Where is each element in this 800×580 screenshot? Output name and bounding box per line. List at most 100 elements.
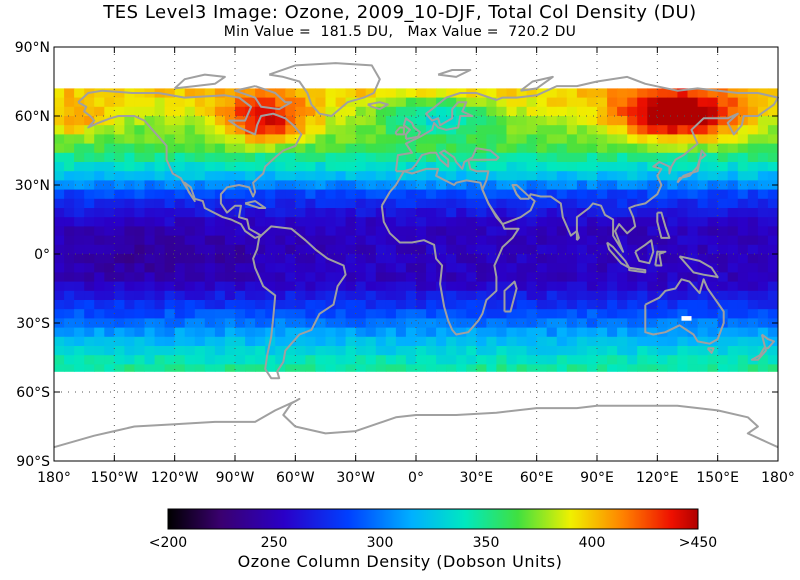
ozone-cell bbox=[325, 235, 337, 246]
ozone-cell bbox=[677, 152, 688, 163]
ozone-cell bbox=[315, 88, 326, 99]
ozone-cell bbox=[84, 327, 95, 338]
ozone-cell bbox=[466, 226, 477, 237]
ozone-cell bbox=[84, 336, 95, 347]
ozone-cell bbox=[687, 318, 699, 329]
ozone-cell bbox=[486, 217, 497, 227]
ozone-cell bbox=[285, 300, 296, 310]
ozone-cell bbox=[546, 309, 558, 319]
ozone-cell bbox=[184, 171, 196, 181]
ozone-cell bbox=[224, 254, 236, 264]
ozone-cell bbox=[607, 106, 618, 117]
ozone-cell bbox=[597, 116, 608, 126]
ozone-cell bbox=[184, 198, 196, 209]
ozone-cell bbox=[74, 208, 85, 218]
ozone-cell bbox=[154, 309, 166, 319]
ozone-cell bbox=[536, 244, 548, 255]
ozone-cell bbox=[727, 198, 739, 209]
ozone-cell bbox=[345, 208, 357, 218]
ozone-cell bbox=[154, 226, 166, 237]
ozone-cell bbox=[104, 106, 115, 117]
ozone-cell bbox=[265, 346, 276, 356]
ozone-cell bbox=[717, 152, 729, 163]
ozone-cell bbox=[536, 272, 548, 283]
ozone-cell bbox=[184, 88, 196, 99]
ozone-cell bbox=[536, 152, 548, 163]
ozone-cell bbox=[546, 336, 558, 347]
ozone-cell bbox=[687, 336, 699, 347]
ozone-cell bbox=[265, 152, 276, 163]
ozone-cell bbox=[315, 134, 326, 145]
ozone-cell bbox=[516, 355, 528, 365]
ozone-cell bbox=[114, 300, 125, 310]
coast-arctic-islands bbox=[174, 73, 226, 90]
ozone-cell bbox=[224, 355, 236, 365]
ozone-cell bbox=[214, 180, 226, 191]
ozone-cell bbox=[677, 336, 688, 347]
ozone-cell bbox=[456, 300, 467, 310]
ozone-cell bbox=[586, 235, 598, 246]
ozone-cell bbox=[597, 254, 608, 264]
ozone-cell bbox=[506, 318, 518, 329]
ozone-cell bbox=[64, 318, 75, 329]
coast-greenland bbox=[268, 62, 381, 117]
ozone-cell bbox=[586, 116, 598, 126]
ozone-cell bbox=[607, 364, 618, 372]
ozone-cell bbox=[54, 134, 65, 145]
ozone-cell bbox=[305, 346, 316, 356]
ozone-cell bbox=[184, 281, 196, 292]
ozone-cell bbox=[526, 327, 538, 338]
ozone-cell bbox=[295, 300, 306, 310]
ozone-cell bbox=[697, 300, 709, 310]
lon-tick-label: 60°E bbox=[520, 470, 554, 486]
colorbar-title: Ozone Column Density (Dobson Units) bbox=[237, 552, 563, 571]
ozone-cell bbox=[727, 235, 739, 246]
ozone-cell bbox=[154, 106, 166, 117]
ozone-cell bbox=[637, 162, 648, 172]
ozone-cell bbox=[245, 162, 256, 172]
ozone-cell bbox=[526, 336, 538, 347]
ozone-cell bbox=[697, 309, 709, 319]
ozone-cell bbox=[405, 134, 417, 145]
ozone-cell bbox=[576, 88, 588, 99]
ozone-cell bbox=[727, 125, 739, 135]
ozone-cell bbox=[737, 290, 749, 301]
ozone-cell bbox=[194, 355, 206, 365]
colorbar bbox=[167, 508, 699, 530]
ozone-cell bbox=[416, 318, 427, 329]
ozone-cell bbox=[717, 162, 729, 172]
ozone-cell bbox=[74, 171, 85, 181]
ozone-cell bbox=[446, 198, 457, 209]
ozone-cell bbox=[627, 162, 638, 172]
ozone-cell bbox=[114, 162, 125, 172]
ozone-cell bbox=[255, 244, 266, 255]
ozone-cell bbox=[154, 217, 166, 227]
ozone-cell bbox=[597, 97, 608, 108]
ozone-cell bbox=[64, 180, 75, 191]
ozone-cell bbox=[84, 235, 95, 246]
ozone-cell bbox=[74, 263, 85, 273]
ozone-cell bbox=[416, 346, 427, 356]
ozone-cell bbox=[245, 226, 256, 237]
ozone-cell bbox=[486, 318, 497, 329]
ozone-cell bbox=[285, 162, 296, 172]
ozone-cell bbox=[697, 88, 709, 99]
ozone-cell bbox=[426, 300, 437, 310]
ozone-cell bbox=[657, 208, 668, 218]
ozone-cell bbox=[426, 290, 437, 301]
ozone-cell bbox=[496, 336, 507, 347]
ozone-cell bbox=[295, 143, 306, 154]
ozone-cell bbox=[214, 152, 226, 163]
ozone-cell bbox=[446, 336, 457, 347]
ozone-cell bbox=[355, 162, 367, 172]
ozone-cell bbox=[446, 171, 457, 181]
ozone-cell bbox=[134, 355, 145, 365]
ozone-cell bbox=[315, 254, 326, 264]
ozone-cell bbox=[506, 346, 518, 356]
ozone-cell bbox=[235, 364, 246, 372]
ozone-cell bbox=[385, 88, 397, 99]
ozone-cell bbox=[536, 309, 548, 319]
ozone-cell bbox=[84, 281, 95, 292]
ozone-cell bbox=[164, 235, 176, 246]
ozone-cell bbox=[204, 106, 216, 117]
